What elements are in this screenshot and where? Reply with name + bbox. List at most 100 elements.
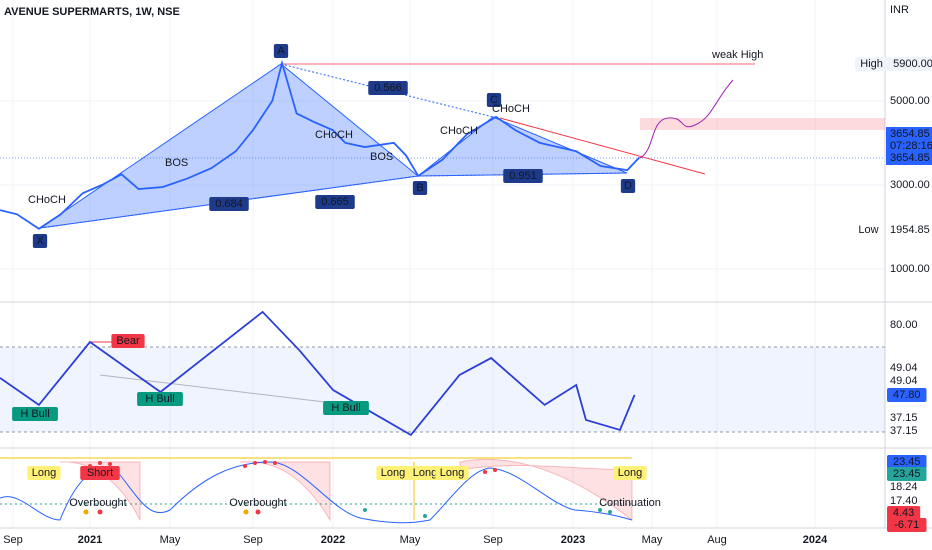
osc-label-box xyxy=(887,467,927,481)
weak-high: weak High xyxy=(711,49,763,61)
osc-label: 18.24 xyxy=(890,481,918,493)
time-label: May xyxy=(400,534,421,546)
osc-note: Overbought xyxy=(69,497,126,509)
rsi-band xyxy=(0,347,885,432)
time-label: 2023 xyxy=(561,534,585,546)
osc-note: Overbought xyxy=(229,497,286,509)
bull-divergence xyxy=(99,374,334,404)
osc-label-box xyxy=(887,518,927,532)
rsi-label: 37.15 xyxy=(890,425,918,437)
pattern-point: C xyxy=(490,94,498,106)
pattern-point-box xyxy=(273,44,289,58)
divergence-label: H Bull xyxy=(20,408,49,420)
long-label: Long xyxy=(440,467,464,479)
pattern-ratio: 0.665 xyxy=(321,196,349,208)
long-label-box xyxy=(376,466,410,480)
time-label: Aug xyxy=(707,534,727,546)
osc-label-box xyxy=(887,506,921,520)
long-label-box xyxy=(27,466,61,480)
time-label: 2021 xyxy=(78,534,102,546)
price-label: 1000.00 xyxy=(890,263,930,275)
divergence-label: H Bull xyxy=(331,402,360,414)
time-label: May xyxy=(160,534,181,546)
divergence-label-box xyxy=(12,407,58,421)
low-label-box xyxy=(855,223,882,237)
osc-dots xyxy=(363,508,612,518)
osc-dots xyxy=(97,509,261,515)
rsi-label: 37.15 xyxy=(890,412,918,424)
long-label-box xyxy=(408,466,442,480)
time-label: 2024 xyxy=(803,534,828,546)
divergence-label: Bear xyxy=(116,335,140,347)
projection xyxy=(639,79,734,159)
pattern-point: A xyxy=(277,45,285,57)
osc-label: 23.45 xyxy=(893,468,921,480)
short-label-box xyxy=(80,466,120,480)
rsi-label: 49.04 xyxy=(890,362,918,374)
pattern-ratio-box xyxy=(209,197,249,211)
osc-label: 23.45 xyxy=(893,456,921,468)
rsi-line xyxy=(0,310,636,437)
high-label-box xyxy=(855,57,889,71)
high-value-box xyxy=(887,57,932,71)
pattern-point-box xyxy=(32,234,48,248)
pattern-ratio-box xyxy=(368,81,408,95)
short-label: Short xyxy=(87,467,113,479)
pattern-point-box xyxy=(486,93,502,107)
pattern-point: D xyxy=(624,180,632,192)
long-label-box xyxy=(613,466,647,480)
time-label: May xyxy=(642,534,663,546)
pattern-point-box xyxy=(412,181,428,195)
high-label: High xyxy=(860,58,883,70)
last-price-box xyxy=(886,127,932,165)
close-price: 3654.85 xyxy=(890,152,930,164)
pattern-point: B xyxy=(416,182,423,194)
low-value: 1954.85 xyxy=(890,224,930,236)
pattern-point: X xyxy=(36,235,44,247)
rsi-label-box xyxy=(887,388,927,402)
grid xyxy=(0,0,885,528)
long-label: Long xyxy=(618,467,642,479)
long-label: Long xyxy=(381,467,405,479)
pattern-ratio: 0.566 xyxy=(374,82,402,94)
trendline xyxy=(499,117,706,175)
structure-label: CHoCH xyxy=(492,103,530,115)
high-value: 5900.00 xyxy=(893,58,932,70)
long-label: Long xyxy=(413,467,437,479)
structure-label: CHoCH xyxy=(315,129,353,141)
chart-title: AVENUE SUPERMARTS, 1W, NSE xyxy=(4,6,180,18)
rsi-label: 49.04 xyxy=(890,375,918,387)
divergence-label-box xyxy=(111,334,145,348)
structure-label: CHoCH xyxy=(28,194,66,206)
time-label: Sep xyxy=(483,534,503,546)
pattern-ratio-box xyxy=(315,195,355,209)
time-label: 2022 xyxy=(321,534,345,546)
osc-dots xyxy=(83,509,249,515)
time-label: Sep xyxy=(243,534,263,546)
time-label: Sep xyxy=(3,534,23,546)
osc-label: -6.71 xyxy=(894,519,919,531)
structure-label: BOS xyxy=(165,157,188,169)
supply-zone xyxy=(640,118,885,130)
structure-label: CHoCH xyxy=(440,125,478,137)
price-line xyxy=(0,59,641,230)
divergence-label: H Bull xyxy=(145,393,174,405)
divergence-label-box xyxy=(323,401,369,415)
osc-label: 17.40 xyxy=(890,495,918,507)
low-label: Low xyxy=(858,224,878,236)
pattern-point-box xyxy=(620,179,636,193)
pattern-ratio: 0.951 xyxy=(509,170,537,182)
countdown: 07:28:16 xyxy=(890,140,932,152)
price-label: 5000.00 xyxy=(890,95,930,107)
osc-label: 4.43 xyxy=(893,507,914,519)
osc-label-box xyxy=(887,455,927,469)
pattern-xb xyxy=(39,175,419,229)
divergence-label-box xyxy=(137,392,183,406)
price-label: 3000.00 xyxy=(890,179,930,191)
last-price: 3654.85 xyxy=(890,128,930,140)
pattern-ratio: 0.684 xyxy=(215,198,243,210)
currency: INR xyxy=(890,4,909,16)
rsi-label: 47.80 xyxy=(893,389,921,401)
rsi-label: 80.00 xyxy=(890,319,918,331)
